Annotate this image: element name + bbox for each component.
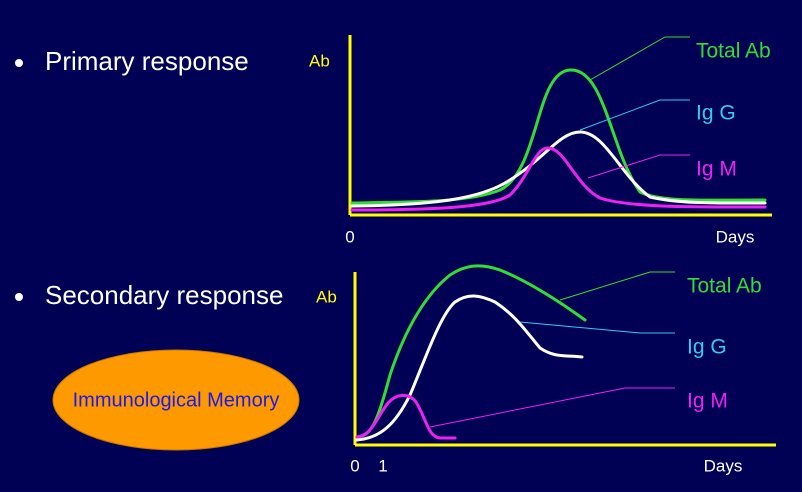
x-start: 0 (345, 227, 354, 246)
leader-line (519, 321, 675, 334)
igm-curve (355, 393, 457, 440)
legend-igm: Ig M (696, 158, 737, 181)
legend-igg: Ig G (687, 336, 727, 359)
legend-total-ab: Total Ab (687, 275, 762, 298)
leader-line (587, 154, 690, 179)
bullet (15, 59, 23, 67)
memory-ellipse (52, 349, 300, 451)
legend-igm: Ig M (687, 390, 728, 413)
x-tick-label: 0 (350, 456, 359, 475)
leader-line (559, 271, 675, 301)
legend-igg: Ig G (696, 102, 736, 125)
bullet (15, 293, 23, 301)
leader-line (589, 36, 690, 81)
igg-curve (350, 130, 767, 208)
igm-curve (350, 146, 767, 212)
x-axis-label: Days (716, 227, 755, 246)
igg-curve (355, 294, 584, 442)
x-tick-label: 1 (378, 456, 387, 475)
y-axis-label: Ab (309, 51, 330, 70)
primary-label: Primary response (45, 46, 249, 76)
secondary-label: Secondary response (45, 280, 283, 310)
leader-line (579, 99, 690, 131)
y-axis-label: Ab (316, 287, 337, 306)
total-ab-curve (355, 264, 587, 439)
x-axis-label: Days (704, 456, 743, 475)
leader-line (429, 387, 675, 428)
memory-label: Immunological Memory (73, 389, 280, 411)
legend-total-ab: Total Ab (696, 40, 771, 63)
